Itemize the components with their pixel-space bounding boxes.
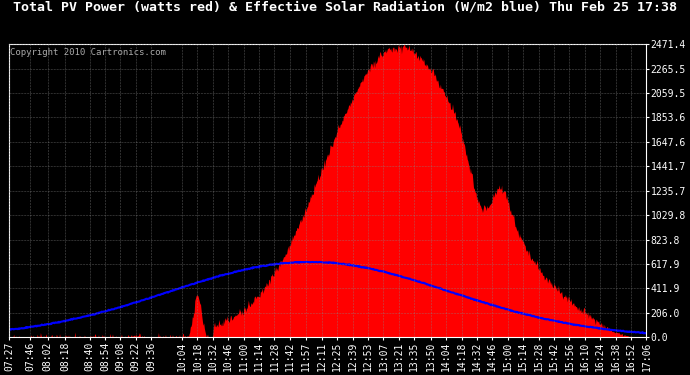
Text: Total PV Power (watts red) & Effective Solar Radiation (W/m2 blue) Thu Feb 25 17: Total PV Power (watts red) & Effective S… (13, 0, 677, 13)
Text: Copyright 2010 Cartronics.com: Copyright 2010 Cartronics.com (10, 48, 166, 57)
